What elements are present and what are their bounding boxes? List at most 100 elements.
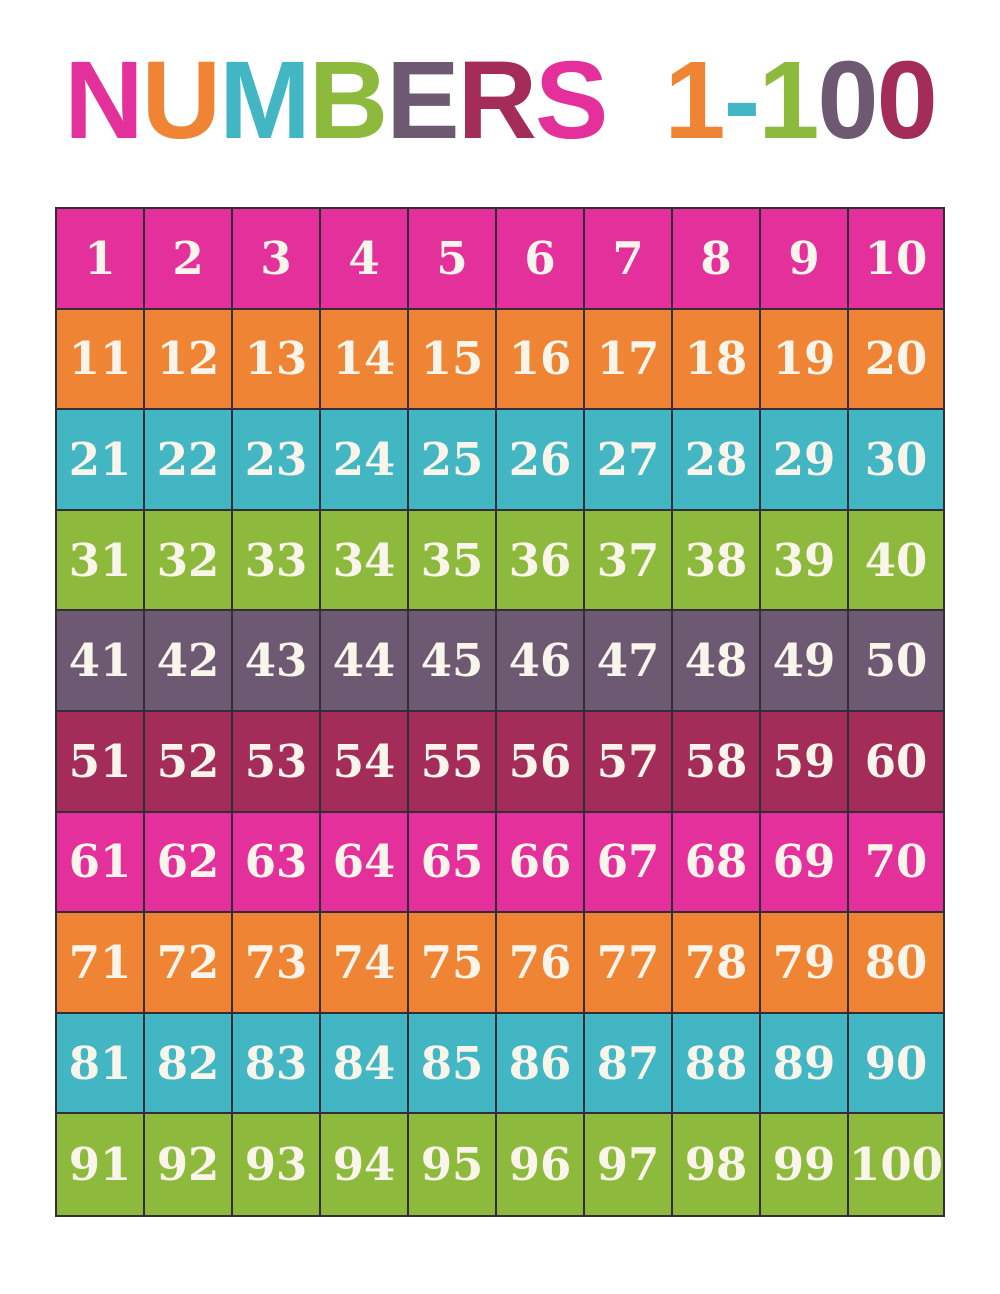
number-cell: 23 <box>233 410 322 511</box>
number-cell: 25 <box>409 410 498 511</box>
number-cell: 19 <box>761 309 850 411</box>
number-cell: 88 <box>673 1013 762 1115</box>
poster-title: NUMBERS 1-100 <box>0 46 1000 156</box>
number-cell: 37 <box>585 510 674 612</box>
title-letter: 0 <box>876 39 938 162</box>
number-cell: 41 <box>57 611 145 712</box>
number-cell: 93 <box>233 1114 322 1215</box>
number-cell: 20 <box>849 309 943 411</box>
number-cell: 76 <box>497 913 586 1014</box>
number-cell: 87 <box>585 1013 674 1115</box>
number-cell: 66 <box>497 812 586 914</box>
title-letter: 1 <box>664 39 725 162</box>
number-cell: 27 <box>585 410 674 511</box>
number-cell: 33 <box>233 510 322 612</box>
number-cell: 98 <box>673 1114 762 1215</box>
number-cell: 24 <box>321 410 410 511</box>
number-cell: 89 <box>761 1013 850 1115</box>
number-cell: 64 <box>321 812 410 914</box>
number-cell: 62 <box>145 812 233 914</box>
number-cell: 43 <box>233 611 322 712</box>
number-cell: 84 <box>321 1013 410 1115</box>
number-cell: 67 <box>585 812 674 914</box>
title-letter: M <box>219 39 311 162</box>
number-cell: 46 <box>497 611 586 712</box>
number-cell: 45 <box>409 611 498 712</box>
number-cell: 31 <box>57 510 145 612</box>
number-cell: 55 <box>409 711 498 813</box>
number-cell: 3 <box>233 209 322 310</box>
number-cell: 22 <box>145 410 233 511</box>
number-cell: 63 <box>233 812 322 914</box>
number-cell: 99 <box>761 1114 850 1215</box>
number-cell: 53 <box>233 711 322 813</box>
number-cell: 17 <box>585 309 674 411</box>
number-cell: 21 <box>57 410 145 511</box>
number-cell: 94 <box>321 1114 410 1215</box>
number-cell: 14 <box>321 309 410 411</box>
number-cell: 9 <box>761 209 850 310</box>
number-cell: 86 <box>497 1013 586 1115</box>
number-cell: 4 <box>321 209 410 310</box>
number-cell: 16 <box>497 309 586 411</box>
number-cell: 26 <box>497 410 586 511</box>
title-letter: U <box>141 39 221 162</box>
number-cell: 91 <box>57 1114 145 1215</box>
number-cell: 90 <box>849 1013 943 1115</box>
number-cell: 52 <box>145 711 233 813</box>
number-cell: 7 <box>585 209 674 310</box>
number-cell: 30 <box>849 410 943 511</box>
title-letter: B <box>308 39 388 162</box>
number-cell: 95 <box>409 1114 498 1215</box>
number-cell: 100 <box>849 1114 943 1215</box>
number-cell: 81 <box>57 1013 145 1115</box>
number-cell: 15 <box>409 309 498 411</box>
number-cell: 51 <box>57 711 145 813</box>
number-cell: 39 <box>761 510 850 612</box>
number-cell: 75 <box>409 913 498 1014</box>
number-cell: 1 <box>57 209 145 310</box>
number-cell: 12 <box>145 309 233 411</box>
number-cell: 38 <box>673 510 762 612</box>
number-cell: 97 <box>585 1114 674 1215</box>
number-cell: 36 <box>497 510 586 612</box>
number-cell: 28 <box>673 410 762 511</box>
number-cell: 40 <box>849 510 943 612</box>
number-cell: 74 <box>321 913 410 1014</box>
number-cell: 58 <box>673 711 762 813</box>
number-cell: 96 <box>497 1114 586 1215</box>
number-cell: 85 <box>409 1013 498 1115</box>
title-letter: 0 <box>817 39 878 162</box>
number-cell: 78 <box>673 913 762 1014</box>
number-cell: 29 <box>761 410 850 511</box>
number-cell: 5 <box>409 209 498 310</box>
number-cell: 48 <box>673 611 762 712</box>
title-letter: R <box>457 39 537 162</box>
number-cell: 77 <box>585 913 674 1014</box>
title-letter: - <box>723 39 761 162</box>
number-cell: 32 <box>145 510 233 612</box>
number-cell: 2 <box>145 209 233 310</box>
number-cell: 83 <box>233 1013 322 1115</box>
number-cell: 92 <box>145 1114 233 1215</box>
title-letter: N <box>64 39 143 162</box>
number-cell: 6 <box>497 209 586 310</box>
title-letter: 1 <box>758 39 819 162</box>
number-cell: 35 <box>409 510 498 612</box>
title-letter: S <box>535 39 608 162</box>
number-cell: 47 <box>585 611 674 712</box>
number-cell: 57 <box>585 711 674 813</box>
number-cell: 13 <box>233 309 322 411</box>
number-cell: 42 <box>145 611 233 712</box>
number-cell: 69 <box>761 812 850 914</box>
number-cell: 10 <box>849 209 943 310</box>
number-cell: 56 <box>497 711 586 813</box>
number-cell: 8 <box>673 209 762 310</box>
number-cell: 44 <box>321 611 410 712</box>
number-cell: 79 <box>761 913 850 1014</box>
number-cell: 11 <box>57 309 145 411</box>
number-cell: 34 <box>321 510 410 612</box>
number-cell: 49 <box>761 611 850 712</box>
number-cell: 68 <box>673 812 762 914</box>
